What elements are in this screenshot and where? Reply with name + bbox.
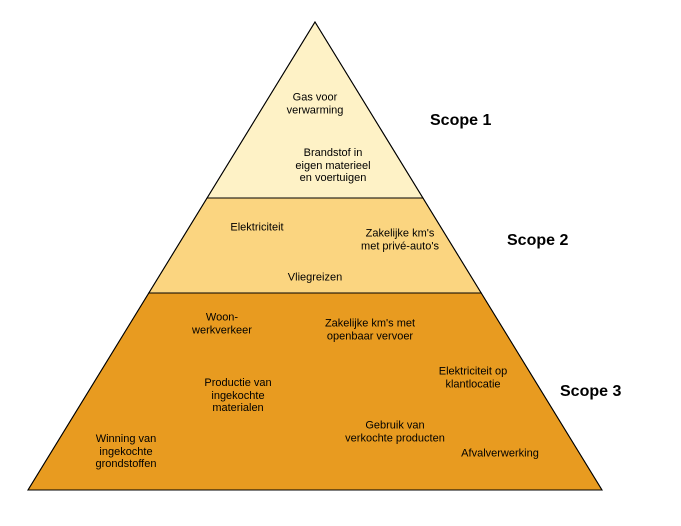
item-elektriciteit: Elektriciteit <box>230 222 283 235</box>
item-zakelijke-km-ov: Zakelijke km's met openbaar vervoer <box>325 317 415 342</box>
item-productie-ingekochte-materialen: Productie van ingekochte materialen <box>204 377 271 415</box>
item-gebruik-verkochte-producten: Gebruik van verkochte producten <box>345 419 445 444</box>
item-afvalverwerking: Afvalverwerking <box>461 448 539 461</box>
scope-label-scope-1: Scope 1 <box>430 112 491 130</box>
item-zakelijke-km-prive-auto: Zakelijke km's met privé-auto's <box>361 227 439 252</box>
scope-label-scope-3: Scope 3 <box>560 383 621 401</box>
item-gas-voor-verwarming: Gas voor verwarming <box>287 91 344 116</box>
item-elektriciteit-klantlocatie: Elektriciteit op klantlocatie <box>439 365 507 390</box>
pyramid-diagram: Scope 1 Scope 2 Scope 3 Gas voor verwarming… <box>0 0 681 526</box>
item-woon-werkverkeer: Woon- werkverkeer <box>192 311 252 336</box>
item-winning-ingekochte-grondstoffen: Winning van ingekochte grondstoffen <box>96 433 157 471</box>
scope-label-scope-2: Scope 2 <box>507 232 568 250</box>
item-brandstof-eigen-materieel: Brandstof in eigen materieel en voertuig… <box>295 147 370 185</box>
item-vliegreizen: Vliegreizen <box>288 272 342 285</box>
